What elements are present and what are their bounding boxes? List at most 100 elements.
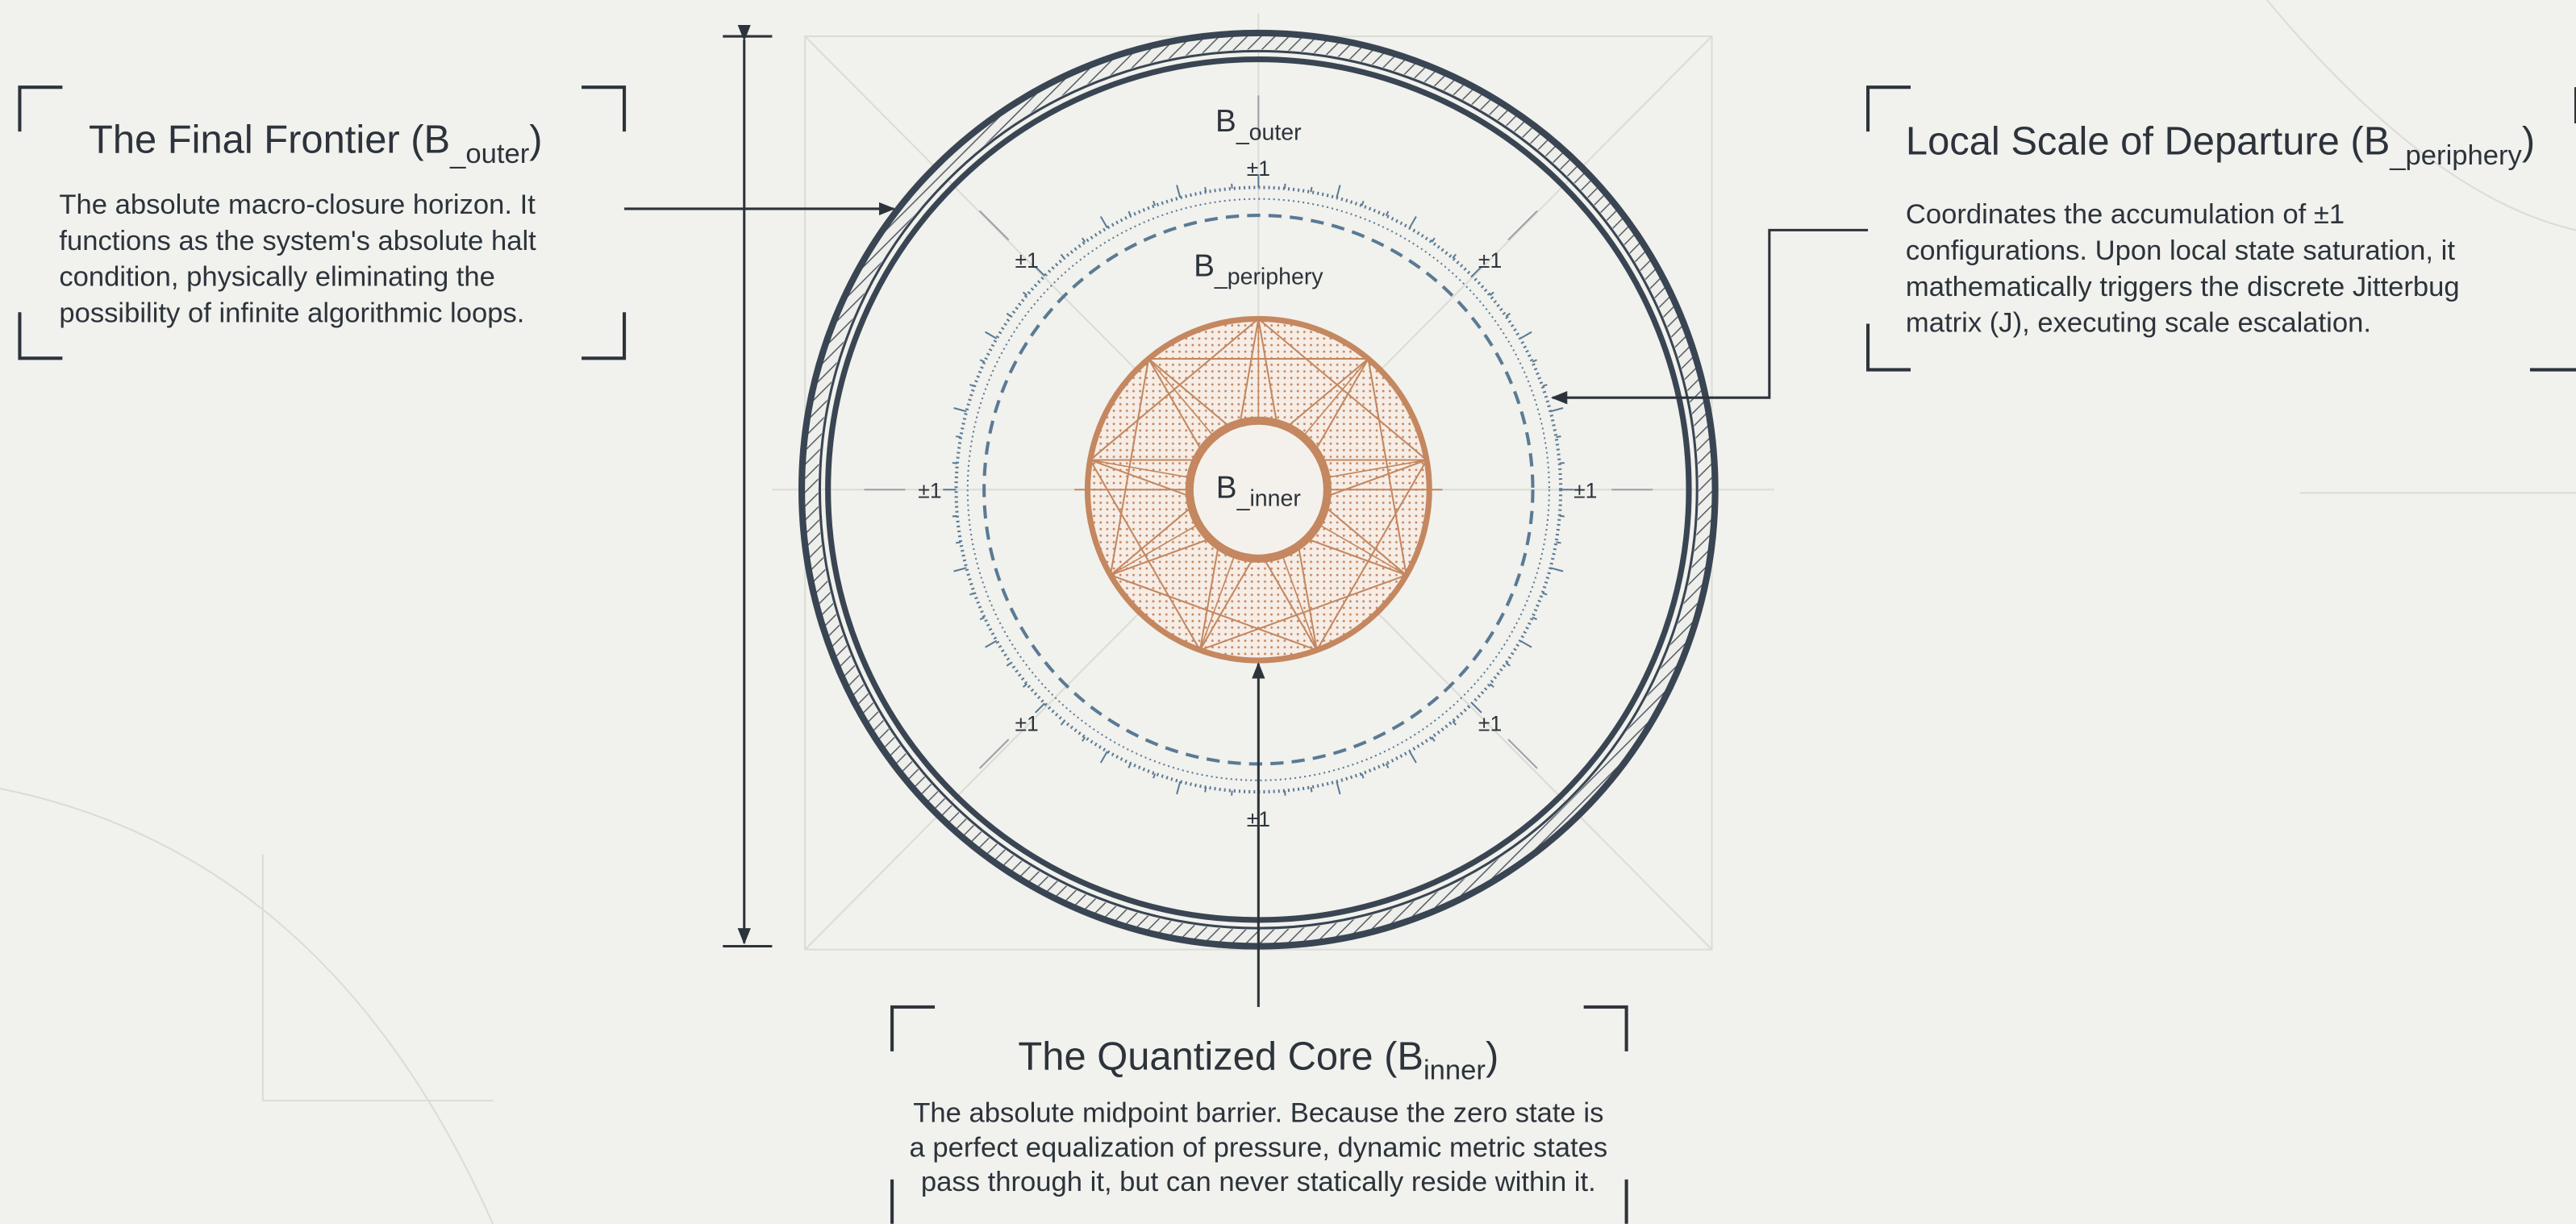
periphery-tick [1006,662,1011,667]
unit-mark: ±1 [918,478,941,502]
periphery-tick [1385,210,1390,216]
periphery-tick [1408,751,1417,764]
callout-text: functions as the system's absolute halt [59,226,536,256]
periphery-tick [1176,781,1182,795]
callout-text: pass through it, but can never staticall… [921,1167,1596,1197]
periphery-tick [1336,185,1341,198]
unit-mark: ±1 [1015,712,1038,736]
periphery-tick [1176,185,1182,198]
periphery-tick [1408,216,1417,229]
periphery-tick [1060,253,1065,259]
periphery-tick [1550,407,1564,413]
periphery-tick [1505,662,1511,667]
periphery-tick [1489,291,1494,297]
ring-label: B_periphery [1194,248,1323,289]
periphery-tick [1336,781,1341,795]
radial-tick [1507,739,1538,769]
periphery-tick [1082,237,1086,243]
periphery-tick [1542,592,1548,596]
connectors [624,202,1869,1007]
periphery-tick [1542,384,1548,388]
periphery-tick [1550,567,1564,572]
unit-mark: ±1 [1478,248,1502,273]
periphery-tick [1204,787,1207,793]
periphery-tick [1035,702,1046,714]
periphery-tick [952,462,958,464]
periphery-tick [1559,462,1565,464]
callout-title: Local Scale of Departure (B_periphery) [1906,120,2535,171]
periphery-tick [969,592,975,596]
callout-text: possibility of infinite algorithmic loop… [59,298,524,328]
dimension-line [723,24,773,948]
unit-mark: ±1 [1574,478,1597,502]
periphery-tick [979,359,986,363]
callout-text: configurations. Upon local state saturat… [1906,235,2455,266]
periphery-tick [1022,683,1027,688]
periphery-tick [952,514,958,518]
periphery-tick [1283,183,1286,189]
radial-tick [1507,210,1538,241]
periphery-tick [1099,751,1108,764]
periphery-tick [1361,200,1365,206]
callout-text: a perfect equalization of pressure, dyna… [910,1132,1608,1163]
periphery-tick [1471,702,1482,714]
periphery-tick [1505,312,1511,318]
callout-text: The absolute macro-closure horizon. It [59,189,536,220]
periphery-tick [1452,720,1457,726]
periphery-tick [1283,790,1286,796]
periphery-tick [969,384,975,388]
periphery-tick [1006,312,1011,318]
periphery-tick [1519,639,1532,648]
periphery-tick [1128,763,1132,768]
periphery-tick [956,541,961,544]
periphery-tick [985,331,998,339]
periphery-tick [1153,773,1157,779]
periphery-tick [1431,736,1436,742]
ring-label: B_outer [1215,104,1302,145]
periphery-tick [1060,720,1065,726]
callout-text: mathematically triggers the discrete Jit… [1906,272,2460,302]
periphery-tick [1559,514,1565,518]
periphery-tick [1361,773,1365,779]
callout-text: condition, physically eliminating the [59,262,495,293]
concentric-rings [798,29,1719,950]
periphery-tick [953,567,967,572]
periphery-tick [1128,210,1132,216]
ring-label: B_inner [1216,470,1302,511]
callout-title: The Quantized Core (Binner) [1018,1035,1498,1085]
callout-text: Coordinates the accumulation of ±1 [1906,199,2345,230]
periphery-tick [1452,253,1457,259]
radial-tick [978,739,1010,769]
periphery-tick [1556,435,1561,439]
periphery-tick [1489,683,1494,688]
unit-mark: ±1 [1247,156,1270,181]
periphery-tick [1519,331,1532,339]
periphery-tick [1204,186,1207,193]
periphery-tick [1022,291,1027,297]
periphery-tick [1082,736,1086,742]
radial-tick [978,210,1010,241]
callout-text: The absolute midpoint barrier. Because t… [913,1097,1603,1128]
unit-mark: ±1 [1015,248,1038,273]
core-inner [1185,416,1332,563]
callout-text: matrix (J), executing scale escalation. [1906,308,2371,339]
periphery-tick [985,639,998,648]
unit-mark: ±1 [1247,807,1270,831]
periphery-tick [956,435,961,439]
callout-title: The Final Frontier (B_outer) [89,119,543,169]
periphery-tick [953,407,967,413]
periphery-tick [1431,237,1436,243]
periphery-tick [1471,265,1482,277]
periphery-tick [1099,216,1108,229]
unit-mark: ±1 [1478,712,1502,736]
periphery-tick [1153,200,1157,206]
periphery-tick [979,616,986,621]
periphery-tick [1035,265,1046,277]
periphery-tick [1532,616,1537,621]
periphery-tick [1385,763,1390,768]
periphery-tick [1556,541,1561,544]
periphery-tick [1532,359,1537,363]
periphery-fine [966,198,1550,781]
brackets [18,85,2576,1224]
